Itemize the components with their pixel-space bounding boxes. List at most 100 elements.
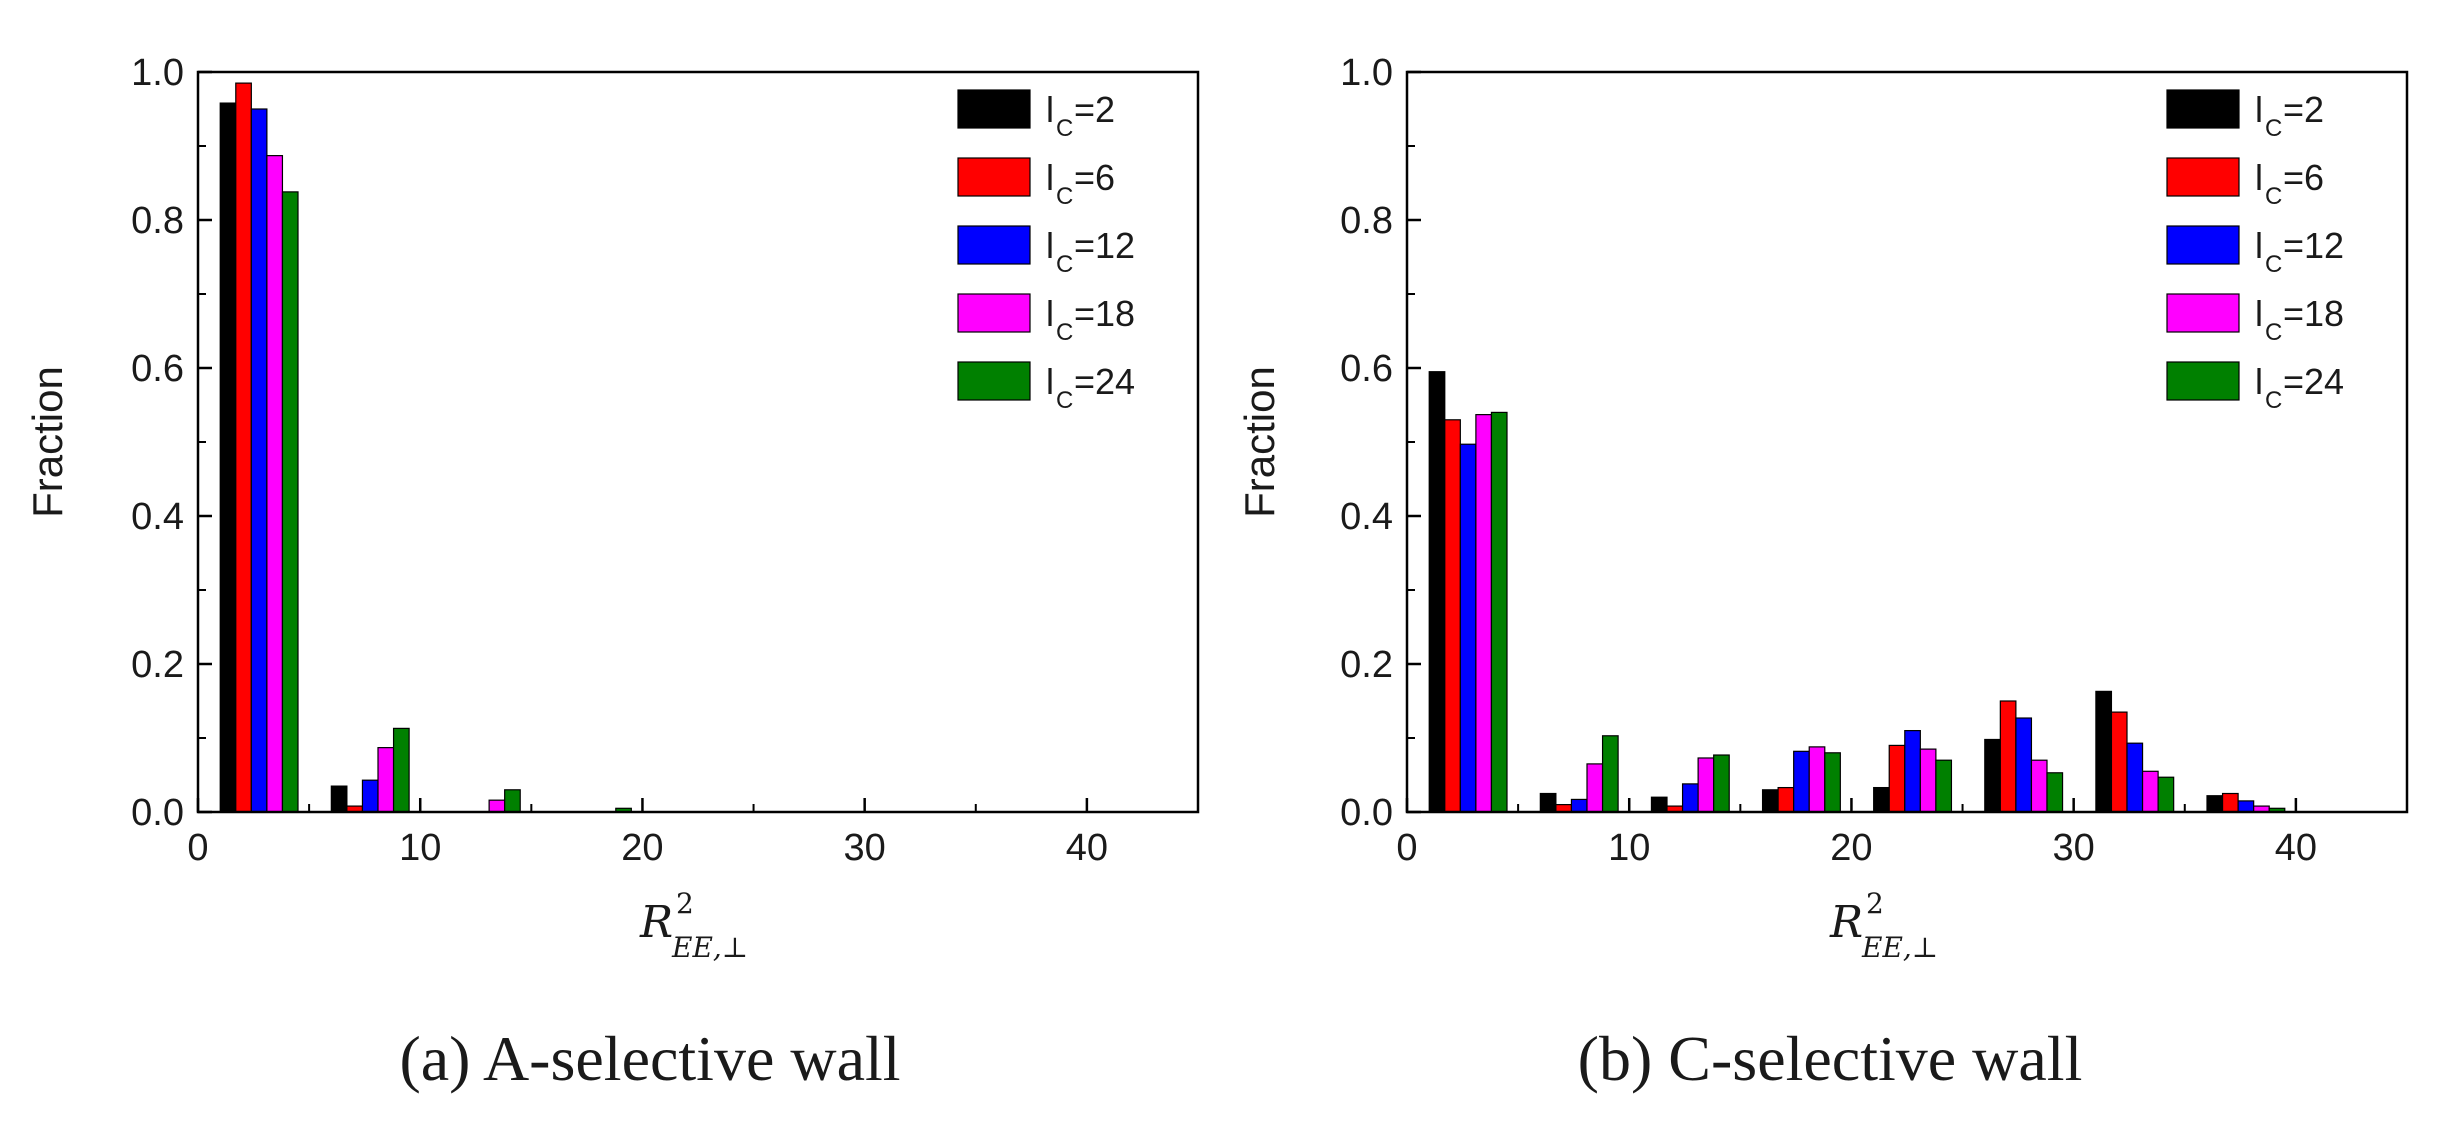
y-tick-label: 1.0 (131, 52, 184, 94)
legend-swatch-4 (2166, 361, 2240, 401)
bar-series-4-bin-3 (1824, 752, 1841, 813)
x-axis-title: R 2 EE,⊥ (639, 887, 748, 964)
legend-label-name: l (2255, 293, 2263, 334)
y-tick-label: 0.2 (1340, 644, 1393, 686)
bar-series-3-bin-2 (488, 799, 506, 813)
bar-series-0-bin-3 (1761, 789, 1779, 813)
bar-series-4-bin-4 (1935, 759, 1953, 813)
y-tick-label: 0.4 (1340, 496, 1393, 538)
bar-series-2-bin-4 (1904, 729, 1921, 813)
legend-label-eq: =24 (2283, 361, 2344, 402)
y-tick-label: 0.8 (1340, 200, 1393, 242)
bars (219, 82, 632, 813)
x-axis: 0 10 20 30 40 (1396, 798, 2317, 869)
y-axis-title: Fraction (24, 366, 71, 518)
legend-swatch-0 (2166, 89, 2240, 129)
legend-label-sub: C (2265, 115, 2282, 142)
legend-label-eq: =18 (1074, 293, 1135, 334)
bar-series-0-bin-5 (1984, 738, 2001, 813)
legend-label-name: l (2255, 225, 2263, 266)
bar-series-1-bin-3 (1777, 786, 1795, 813)
x-axis-title-base: R (1829, 897, 1863, 948)
legend-label-sub: C (1056, 319, 1073, 346)
bar-series-3-bin-0 (266, 155, 284, 813)
bar-series-0-bin-7 (2206, 795, 2224, 813)
y-axis: 0.0 0.2 0.4 0.6 0.8 1.0 (131, 52, 212, 834)
legend-label-sub: C (2265, 387, 2282, 414)
legend-label-sub: C (2265, 251, 2282, 278)
bar-series-1-bin-7 (2221, 792, 2239, 813)
x-axis-title-sup: 2 (676, 887, 694, 920)
x-tick-label: 20 (621, 827, 663, 869)
x-axis-title-sup: 2 (1866, 887, 1884, 920)
legend-label-name: l (1046, 361, 1054, 402)
panel-b: 0 10 20 30 40 0.0 0.2 0.4 0.6 0.8 1.0 Fraction R 2 EE,… (1236, 52, 2409, 1094)
bars (1428, 371, 2286, 813)
x-tick-label: 30 (2053, 827, 2095, 869)
legend-label-name: l (2255, 361, 2263, 402)
x-axis-title-base: R (639, 897, 673, 948)
bar-series-0-bin-1 (330, 785, 348, 813)
bar-series-3-bin-3 (1808, 746, 1826, 813)
bar-series-2-bin-3 (1793, 750, 1810, 813)
bar-series-0-bin-4 (1873, 786, 1890, 813)
bar-series-0-bin-1 (1539, 792, 1557, 813)
bar-series-1-bin-0 (235, 82, 252, 813)
bar-series-2-bin-1 (1570, 798, 1588, 813)
legend-label-eq: =24 (1074, 361, 1135, 402)
bar-series-3-bin-6 (2141, 770, 2159, 813)
bar-series-2-bin-1 (361, 779, 379, 813)
legend-swatch-2 (957, 225, 1031, 265)
x-tick-label: 30 (844, 827, 886, 869)
bar-series-2-bin-6 (2126, 742, 2144, 813)
bar-series-2-bin-7 (2237, 800, 2255, 813)
legend: l C =2l C =6l C =12l C =18l C =24 (2166, 89, 2344, 414)
legend-label-name: l (2255, 89, 2263, 130)
bar-series-1-bin-6 (2110, 711, 2128, 813)
y-tick-label: 0.8 (131, 200, 184, 242)
bar-series-3-bin-0 (1475, 414, 1493, 813)
y-tick-label: 0.0 (1340, 792, 1393, 834)
legend-swatch-0 (957, 89, 1031, 129)
x-tick-label: 10 (1608, 827, 1650, 869)
x-axis-title: R 2 EE,⊥ (1829, 887, 1938, 964)
bar-series-1-bin-4 (1888, 744, 1906, 813)
legend-label-name: l (1046, 293, 1054, 334)
bar-series-0-bin-6 (2095, 690, 2113, 813)
legend-swatch-1 (957, 157, 1031, 197)
x-tick-label: 20 (1830, 827, 1872, 869)
panel-a: 0 10 20 30 40 0.0 0.2 0.4 0.6 0.8 1.0 Fraction R 2 EE,… (24, 52, 1200, 1094)
legend-label-eq: =6 (1074, 157, 1115, 198)
legend-label-eq: =12 (1074, 225, 1135, 266)
y-axis-title: Fraction (1236, 366, 1283, 518)
bar-series-4-bin-0 (281, 191, 299, 813)
y-tick-label: 0.0 (131, 792, 184, 834)
y-tick-label: 0.4 (131, 496, 184, 538)
x-tick-label: 40 (1066, 827, 1108, 869)
legend-label-eq: =2 (2283, 89, 2324, 130)
x-tick-label: 40 (2275, 827, 2317, 869)
bar-series-3-bin-4 (1919, 748, 1937, 813)
bar-series-4-bin-5 (2046, 772, 2064, 813)
y-axis: 0.0 0.2 0.4 0.6 0.8 1.0 (1340, 52, 1421, 834)
bar-series-4-bin-2 (504, 789, 521, 813)
legend-label-name: l (1046, 157, 1054, 198)
x-axis-title-sub: EE,⊥ (1861, 931, 1938, 964)
y-tick-label: 0.6 (131, 348, 184, 390)
x-axis: 0 10 20 30 40 (187, 798, 1108, 869)
bar-series-2-bin-5 (2015, 717, 2033, 813)
bar-series-1-bin-5 (1999, 700, 2017, 813)
legend-label-eq: =18 (2283, 293, 2344, 334)
panel-caption: (b) C-selective wall (1578, 1023, 2083, 1094)
bar-series-1-bin-0 (1444, 419, 1461, 813)
bar-series-2-bin-0 (250, 108, 268, 813)
legend-label-sub: C (1056, 115, 1073, 142)
bar-series-0-bin-0 (219, 102, 237, 813)
bar-series-0-bin-2 (1650, 796, 1668, 813)
y-tick-label: 0.6 (1340, 348, 1393, 390)
legend: l C =2l C =6l C =12l C =18l C =24 (957, 89, 1135, 414)
bar-series-4-bin-1 (1601, 735, 1619, 813)
legend-swatch-3 (2166, 293, 2240, 333)
y-tick-label: 1.0 (1340, 52, 1393, 94)
